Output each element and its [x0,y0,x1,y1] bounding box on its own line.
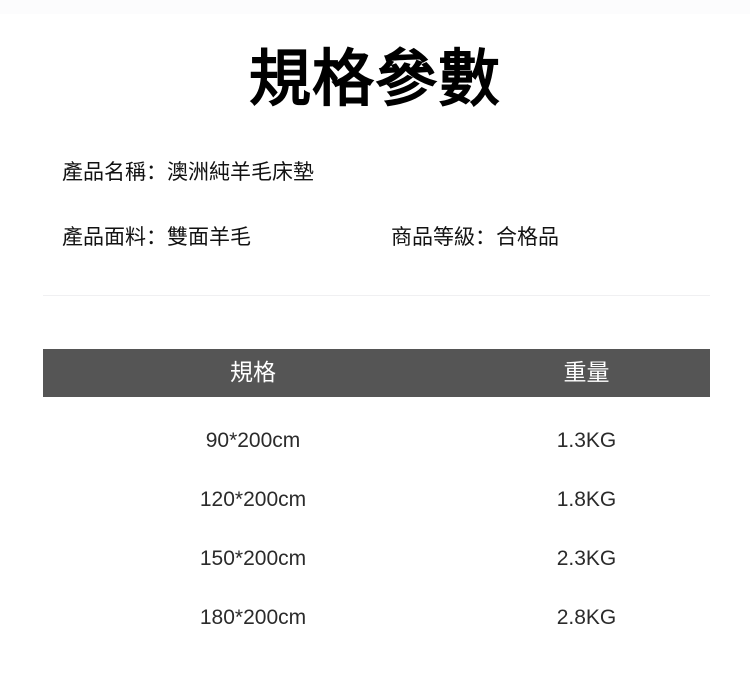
specification-table: 規格 重量 90*200cm 1.3KG 120*200cm 1.8KG 150… [43,349,710,647]
table-header-size: 規格 [230,360,276,386]
table-row: 90*200cm 1.3KG [43,411,710,470]
cell-size: 90*200cm [205,428,301,452]
table-row: 120*200cm 1.8KG [43,470,710,529]
spec-product-name: 產品名稱：澳洲純羊毛床墊 [62,160,314,184]
cell-weight: 1.3KG [556,428,617,452]
cell-size: 180*200cm [199,605,307,629]
cell-weight: 2.8KG [556,605,617,629]
cell-size: 150*200cm [199,546,307,570]
spec-product-fabric: 產品面料：雙面羊毛 [62,225,251,249]
table-body: 90*200cm 1.3KG 120*200cm 1.8KG 150*200cm… [43,397,710,647]
table-header-row: 規格 重量 [43,349,710,397]
table-row: 180*200cm 2.8KG [43,588,710,647]
cell-weight: 1.8KG [556,487,617,511]
page-title: 規格參數 [248,42,501,115]
section-divider [43,295,710,296]
top-band [0,0,750,14]
table-header-weight: 重量 [563,360,610,386]
spec-product-grade: 商品等級：合格品 [391,225,559,249]
cell-weight: 2.3KG [556,546,617,570]
cell-size: 120*200cm [199,487,307,511]
table-row: 150*200cm 2.3KG [43,529,710,588]
